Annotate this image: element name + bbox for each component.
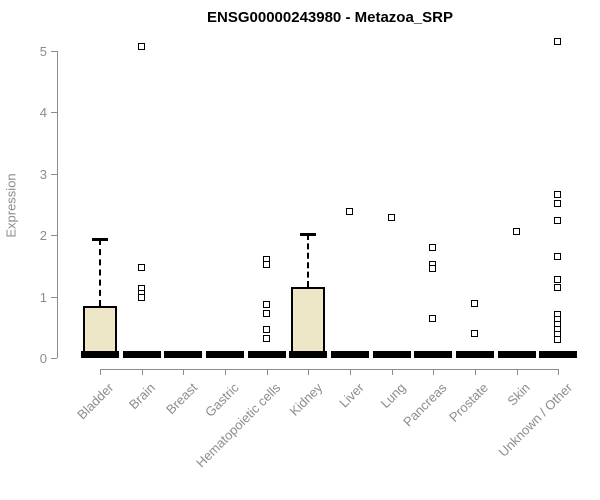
x-tick-label: Lung [377,380,409,412]
whisker-line [99,239,101,306]
outlier-point [137,263,145,271]
x-tick-label: Skin [504,380,534,409]
x-axis-tick [558,369,560,375]
x-tick-label: Gastric [201,380,242,420]
y-tick-label: 1 [39,289,47,305]
outlier-point [262,309,270,317]
x-axis-tick [308,369,310,375]
outlier-point [554,253,562,261]
whisker-line [307,233,310,288]
median-line [247,351,286,358]
outlier-point [470,330,478,338]
median-line [455,351,494,358]
box [83,305,117,358]
outlier-point [470,299,478,307]
outlier-point [554,336,562,344]
y-axis-tick [51,51,57,52]
x-tick-label: Prostate [446,380,492,425]
outlier-point [262,261,270,269]
outlier-point [554,284,562,291]
y-axis-line [57,51,58,358]
x-tick-label: Pancreas [400,380,450,430]
median-line [497,351,536,358]
y-axis-tick [51,173,57,175]
outlier-point [429,314,437,322]
x-tick-label: Kidney [286,380,325,419]
median-line [122,351,161,358]
y-axis-tick [51,112,57,114]
median-line [539,351,578,358]
y-tick-label: 0 [39,351,47,366]
x-axis-tick [183,369,185,375]
x-axis-line [100,369,560,370]
whisker-cap [92,238,108,242]
outlier-point [512,228,520,236]
y-tick-label: 5 [39,44,47,59]
x-axis-tick [100,369,101,375]
median-line [205,351,244,358]
x-tick-label: Unknown / Other [495,380,575,460]
outlier-point [429,244,437,252]
outlier-point [554,276,562,284]
median-line [164,351,203,358]
outlier-point [137,293,145,301]
y-axis-tick [51,296,57,298]
outlier-point [262,325,270,333]
median-line [330,351,369,358]
whisker-cap [300,232,317,236]
y-tick-label: 2 [39,228,47,244]
x-axis-tick [433,369,435,375]
median-line [81,351,119,358]
outlier-point [262,334,270,342]
outlier-point [554,190,562,198]
x-axis-tick [224,369,226,375]
x-axis-tick [141,369,143,375]
median-line [372,351,411,358]
x-axis-tick [474,369,476,375]
x-tick-label: Brain [126,380,159,413]
x-tick-label: Bladder [74,380,117,423]
y-axis-tick [51,235,57,237]
outlier-point [554,199,562,207]
median-line [289,351,328,358]
outlier-point [345,208,353,216]
box [291,287,326,358]
outlier-point [262,301,270,309]
chart-title: ENSG00000243980 - Metazoa_SRP [207,9,453,26]
x-axis-tick [516,369,518,375]
y-tick-label: 4 [39,105,47,121]
x-axis-tick [266,369,268,375]
outlier-point [387,214,395,221]
outlier-point [137,43,145,51]
outlier-point [554,37,562,45]
x-axis-tick [391,369,393,375]
y-axis-tick [51,358,57,359]
outlier-point [554,217,562,225]
x-tick-label: Breast [162,380,200,418]
outlier-point [429,264,437,272]
median-line [414,351,453,358]
x-tick-label: Liver [335,380,367,411]
x-axis-tick [349,369,351,375]
y-tick-label: 3 [39,166,47,182]
